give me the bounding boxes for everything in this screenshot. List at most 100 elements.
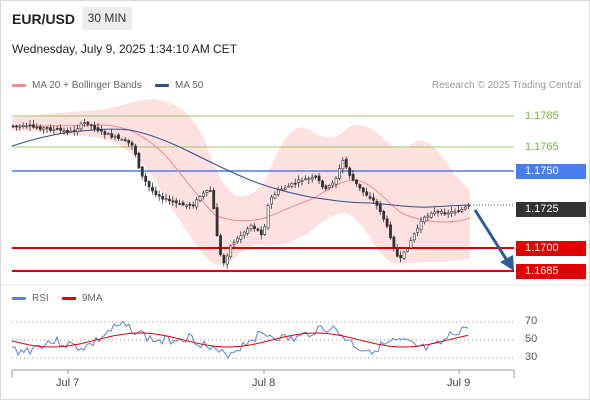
candle-body	[338, 168, 341, 179]
candle-body	[419, 221, 423, 230]
legend-rsi-label: RSI	[32, 293, 49, 304]
candle-body	[368, 196, 372, 199]
timeframe-button[interactable]: 30 MIN	[82, 7, 132, 30]
legend-ma50-label: MA 50	[175, 80, 204, 91]
candle-body	[304, 178, 307, 181]
current-price-tag: 1.1725	[516, 202, 586, 217]
candle-body	[79, 123, 83, 130]
candle-body	[317, 175, 321, 182]
candle-body	[327, 185, 331, 188]
candle-body	[324, 185, 328, 189]
candle-body	[385, 218, 389, 227]
candle-body	[358, 184, 362, 189]
candle-body	[21, 125, 25, 127]
candle-body	[93, 124, 97, 130]
candle-body	[372, 197, 375, 201]
candle-body	[154, 190, 158, 195]
candle-body	[188, 203, 192, 206]
candle-body	[55, 128, 59, 130]
candle-body	[232, 242, 236, 245]
candle-body	[15, 125, 18, 128]
candle-body	[208, 190, 212, 192]
rsi-swatch-icon	[12, 296, 26, 300]
candle-body	[375, 201, 379, 206]
candle-body	[140, 166, 144, 177]
candle-body	[259, 229, 263, 236]
candle-body	[32, 124, 35, 128]
candle-body	[144, 175, 148, 182]
candle-body	[246, 228, 250, 234]
legend-ma20-label: MA 20 + Bollinger Bands	[32, 80, 142, 91]
candle-body	[195, 199, 199, 208]
forecast-arrow-head-icon	[500, 255, 514, 271]
candle-body	[429, 212, 433, 218]
candle-body	[270, 196, 273, 205]
candle-body	[300, 180, 304, 182]
candle-body	[402, 251, 406, 259]
candle-body	[49, 127, 52, 131]
rsi-level-30: 30	[525, 351, 538, 363]
candle-body	[406, 248, 409, 252]
candle-body	[236, 237, 239, 243]
legend-9ma-label: 9MA	[82, 293, 103, 304]
candle-body	[351, 173, 355, 181]
candle-body	[45, 127, 49, 129]
candle-body	[59, 127, 63, 131]
candle-body	[467, 204, 471, 207]
candle-body	[392, 236, 396, 249]
candle-body	[399, 254, 403, 259]
legend-rsi: RSI	[12, 293, 49, 305]
candle-body	[297, 179, 301, 183]
candle-body	[280, 188, 284, 191]
candle-body	[416, 227, 420, 233]
candle-body	[52, 129, 56, 132]
candle-body	[127, 140, 131, 144]
candle-body	[100, 129, 103, 132]
candle-body	[348, 167, 352, 176]
candle-body	[130, 142, 134, 146]
candle-body	[18, 125, 22, 128]
candle-body	[222, 254, 226, 264]
candle-body	[436, 211, 440, 213]
ma50-line	[11, 128, 471, 208]
candle-body	[147, 181, 151, 188]
candle-body	[103, 131, 107, 135]
candle-body	[239, 235, 243, 240]
rsi-level-70: 70	[525, 315, 538, 327]
candle-body	[450, 210, 454, 214]
candle-body	[249, 224, 253, 230]
candle-body	[42, 127, 46, 130]
candle-body	[76, 128, 80, 133]
candle-body	[460, 209, 464, 212]
legend-ma50: MA 50	[155, 80, 203, 92]
candle-body	[426, 215, 430, 218]
candle-body	[161, 195, 165, 200]
rsi-level-50: 50	[525, 333, 538, 345]
ma50-swatch-icon	[155, 83, 169, 87]
candle-body	[164, 198, 168, 201]
candle-body	[171, 200, 175, 203]
candle-body	[62, 130, 66, 133]
candle-body	[89, 124, 93, 127]
resistance-2-label: 1.1785	[525, 110, 559, 122]
candle-body	[307, 178, 311, 180]
candle-body	[276, 189, 280, 195]
rsi-line	[11, 320, 469, 360]
candle-body	[137, 152, 141, 169]
candle-body	[314, 175, 318, 178]
candle-body	[283, 187, 287, 190]
candle-body	[86, 121, 90, 125]
chart-header: EUR/USD 30 MIN	[0, 0, 590, 36]
candle-body	[117, 134, 120, 139]
candle-body	[25, 125, 29, 128]
candle-body	[11, 125, 15, 128]
candle-body	[287, 185, 290, 188]
candle-body	[174, 200, 178, 204]
candle-body	[96, 127, 100, 132]
candle-body	[178, 203, 182, 205]
candle-body	[423, 216, 426, 223]
timestamp: Wednesday, July 9, 2025 1:34:10 AM CET	[12, 42, 238, 56]
x-label-jul9: Jul 9	[447, 377, 471, 389]
candle-body	[38, 126, 42, 130]
